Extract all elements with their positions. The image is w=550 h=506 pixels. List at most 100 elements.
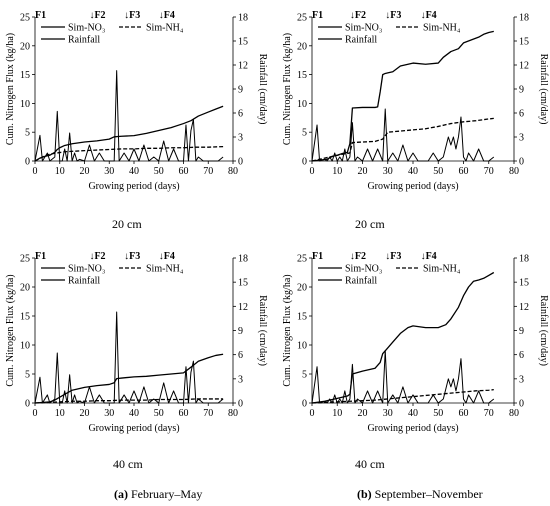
series-rain xyxy=(311,108,495,162)
x-tick-label: 60 xyxy=(459,166,469,177)
y-tick-label-right: 12 xyxy=(519,61,529,72)
y-tick-label-right: 15 xyxy=(519,278,529,289)
x-tick-label: 50 xyxy=(433,166,443,177)
y-tick-label-left: 0 xyxy=(25,157,30,168)
x-tick-label: 70 xyxy=(484,408,494,419)
y-tick-label-right: 9 xyxy=(238,326,243,337)
y-tick-label-right: 18 xyxy=(238,13,248,24)
x-axis-label: Growing period (days) xyxy=(88,423,179,434)
x-tick-label: 0 xyxy=(33,166,38,177)
y-axis-label-right: Rainfall (cm/day) xyxy=(257,54,268,125)
x-tick-label: 80 xyxy=(228,408,238,419)
series-nh4 xyxy=(311,117,494,162)
y-tick-label-left: 15 xyxy=(297,312,307,323)
caption-a-tag: (a) xyxy=(114,487,128,501)
x-tick-label: 70 xyxy=(203,166,213,177)
x-tick-label: 20 xyxy=(80,166,90,177)
legend-label-no3: Sim-NO₃ xyxy=(345,23,382,34)
legend-label-nh4: Sim-NH₄ xyxy=(146,264,184,275)
y-tick-label-right: 9 xyxy=(519,326,524,337)
y-tick-label-right: 6 xyxy=(238,350,243,361)
chart-a20: 0 10 20 30 40 50 60 70 8005101520250369121518Gro… xyxy=(5,10,268,192)
legend-label-no3: Sim-NO₃ xyxy=(68,23,105,34)
y-tick-label-right: 3 xyxy=(519,133,524,144)
figure-caption-b: (b) September–November xyxy=(357,487,483,502)
fertilizer-marker-f4: ↓F4 xyxy=(421,10,437,21)
y-axis-label-right: Rainfall (cm/day) xyxy=(538,54,549,125)
y-axis-label-left: Cum. Nitrogen Flux (kg/ha) xyxy=(5,274,16,386)
fertilizer-marker-f3: ↓F3 xyxy=(124,251,140,262)
y-tick-label-right: 0 xyxy=(238,157,243,168)
fertilizer-marker-f2: ↓F2 xyxy=(89,251,105,262)
y-axis-label-left: Cum. Nitrogen Flux (kg/ha) xyxy=(282,274,293,386)
y-tick-label-right: 0 xyxy=(519,157,524,168)
series-nh4 xyxy=(34,145,224,162)
y-tick-label-right: 9 xyxy=(238,85,243,96)
y-tick-label-left: 25 xyxy=(20,254,30,265)
fertilizer-marker-f4: ↓F4 xyxy=(421,251,437,262)
y-tick-label-right: 6 xyxy=(238,109,243,120)
x-tick-label: 40 xyxy=(408,166,418,177)
y-tick-label-right: 3 xyxy=(238,374,243,385)
y-tick-label-left: 25 xyxy=(297,254,307,265)
fertilizer-marker-f2: ↓F2 xyxy=(350,10,366,21)
y-tick-label-right: 15 xyxy=(238,37,248,48)
y-tick-label-left: 20 xyxy=(297,41,307,52)
y-tick-label-left: 20 xyxy=(297,283,307,294)
x-tick-label: 50 xyxy=(154,166,164,177)
y-tick-label-right: 3 xyxy=(238,133,243,144)
legend-label-nh4: Sim-NH₄ xyxy=(423,264,461,275)
x-tick-label: 60 xyxy=(179,408,189,419)
fertilizer-marker-f4: ↓F4 xyxy=(159,251,175,262)
x-tick-label: 50 xyxy=(433,408,443,419)
series-no3 xyxy=(34,353,224,404)
x-tick-label: 70 xyxy=(203,408,213,419)
y-tick-label-left: 5 xyxy=(25,128,30,139)
fertilizer-marker-f2: ↓F2 xyxy=(350,251,366,262)
x-tick-label: 60 xyxy=(179,166,189,177)
x-tick-label: 40 xyxy=(129,408,139,419)
x-tick-label: 10 xyxy=(55,166,65,177)
y-tick-label-right: 12 xyxy=(238,61,248,72)
legend-label-no3: Sim-NO₃ xyxy=(345,264,382,275)
y-tick-label-right: 6 xyxy=(519,109,524,120)
legend-label-nh4: Sim-NH₄ xyxy=(423,23,461,34)
y-tick-label-left: 0 xyxy=(302,157,307,168)
y-tick-label-left: 25 xyxy=(20,13,30,24)
y-tick-label-right: 0 xyxy=(238,399,243,410)
legend-label-no3: Sim-NO₃ xyxy=(68,264,105,275)
x-tick-label: 0 xyxy=(310,408,315,419)
figure-caption-a: (a) February–May xyxy=(114,487,202,502)
y-tick-label-right: 6 xyxy=(519,350,524,361)
y-tick-label-left: 0 xyxy=(302,399,307,410)
fertilizer-marker-f1: F1 xyxy=(312,251,323,262)
fertilizer-marker-f3: ↓F3 xyxy=(385,251,401,262)
y-tick-label-left: 0 xyxy=(25,399,30,410)
series-rain xyxy=(311,350,495,404)
y-tick-label-right: 3 xyxy=(519,374,524,385)
y-axis-label-left: Cum. Nitrogen Flux (kg/ha) xyxy=(5,33,16,145)
panel-a-top-caption: 20 cm xyxy=(112,217,142,231)
x-tick-label: 10 xyxy=(332,408,342,419)
x-tick-label: 70 xyxy=(484,166,494,177)
chart-a40: 0 10 20 30 40 50 60 70 8005101520250369121518Gro… xyxy=(5,251,268,434)
y-tick-label-right: 18 xyxy=(519,13,529,24)
x-tick-label: 40 xyxy=(129,166,139,177)
y-tick-label-right: 12 xyxy=(519,302,529,313)
x-tick-label: 30 xyxy=(104,166,114,177)
y-tick-label-left: 15 xyxy=(20,70,30,81)
fertilizer-marker-f3: ↓F3 xyxy=(124,10,140,21)
y-tick-label-left: 15 xyxy=(20,312,30,323)
x-tick-label: 30 xyxy=(104,408,114,419)
y-tick-label-right: 15 xyxy=(238,278,248,289)
x-tick-label: 20 xyxy=(80,408,90,419)
y-tick-label-left: 15 xyxy=(297,70,307,81)
y-axis-label-right: Rainfall (cm/day) xyxy=(257,295,268,366)
series-no3 xyxy=(311,271,495,404)
panel-b-top-caption: 20 cm xyxy=(355,217,385,231)
caption-b-text: September–November xyxy=(371,487,483,501)
x-tick-label: 10 xyxy=(332,166,342,177)
series-nh4 xyxy=(311,389,494,404)
fertilizer-marker-f4: ↓F4 xyxy=(159,10,175,21)
fertilizer-marker-f1: F1 xyxy=(312,10,323,21)
